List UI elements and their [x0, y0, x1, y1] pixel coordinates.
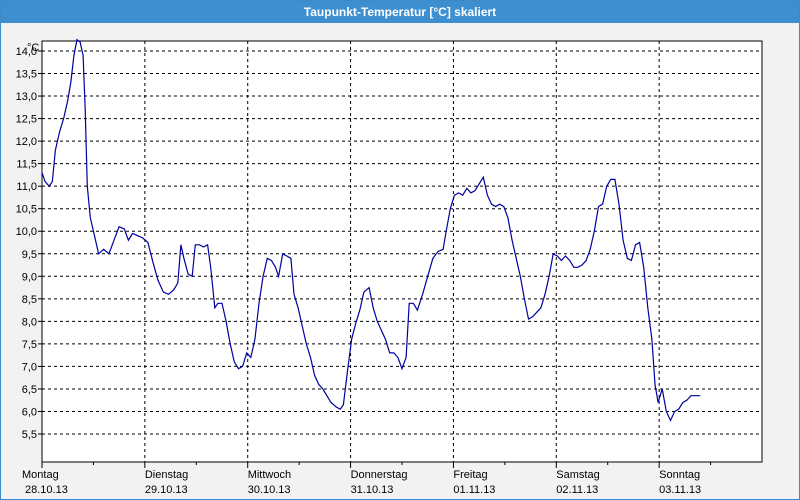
y-tick-label: 7,0 — [22, 361, 37, 373]
y-tick-label: 13,0 — [16, 91, 37, 103]
chart-plot: 14,0 13,5 13,0 12,5 12,0 11,5 11,0 10,5 10,0 9,5 9… — [16, 38, 763, 496]
y-tick-label: 7,5 — [22, 339, 37, 351]
y-tick-label: 13,5 — [16, 69, 37, 81]
x-tick-date-label: 30.10.13 — [248, 484, 291, 496]
x-tick-day-label: Mittwoch — [248, 469, 291, 481]
x-tick-date-label: 01.11.13 — [453, 484, 495, 496]
y-tick-label: 12,0 — [16, 136, 37, 148]
y-tick-label: 6,0 — [22, 406, 37, 418]
y-tick-label: 11,0 — [16, 181, 37, 193]
x-tick-date-label: 03.11.13 — [659, 484, 701, 496]
series-line — [41, 38, 701, 422]
grid-lines — [42, 41, 762, 462]
series-layer — [41, 38, 701, 422]
x-tick-day-label: Sonntag — [659, 469, 700, 481]
y-tick-label: 6,5 — [22, 384, 37, 396]
x-tick-day-label: Dienstag — [145, 469, 188, 481]
x-tick-day-label: Donnerstag — [351, 469, 408, 481]
y-tick-label: 9,0 — [22, 271, 37, 283]
x-tick-date-label: 31.10.13 — [351, 484, 394, 496]
x-tick-day-label: Freitag — [453, 469, 487, 481]
x-tick-day-label: Montag — [22, 469, 59, 481]
y-tick-label: 5,5 — [22, 429, 37, 441]
x-tick-date-label: 02.11.13 — [556, 484, 598, 496]
y-tick-label: 11,5 — [16, 159, 37, 171]
y-axis-unit-label: °C — [27, 42, 39, 54]
plot-background — [41, 40, 763, 463]
y-tick-label: 10,0 — [16, 226, 37, 238]
x-tick-day-label: Samstag — [556, 469, 599, 481]
x-tick-date-label: 29.10.13 — [145, 484, 188, 496]
x-tick-date-label: 28.10.13 — [25, 484, 68, 496]
chart-title: Taupunkt-Temperatur [°C] skaliert — [1, 1, 799, 23]
y-tick-label: 14,0 — [16, 46, 37, 58]
y-axis-ticks: 14,0 13,5 13,0 12,5 12,0 11,5 11,0 10,5 10,0 9,5 9… — [16, 46, 42, 441]
y-tick-label: 8,5 — [22, 294, 37, 306]
y-tick-label: 10,5 — [16, 204, 37, 216]
y-tick-label: 12,5 — [16, 114, 37, 126]
x-axis-labels: Montag 28.10.13 Dienstag 29.10.13 Mittwoch 30… — [22, 462, 712, 496]
y-tick-label: 8,0 — [22, 316, 37, 328]
y-tick-label: 9,5 — [22, 249, 37, 261]
